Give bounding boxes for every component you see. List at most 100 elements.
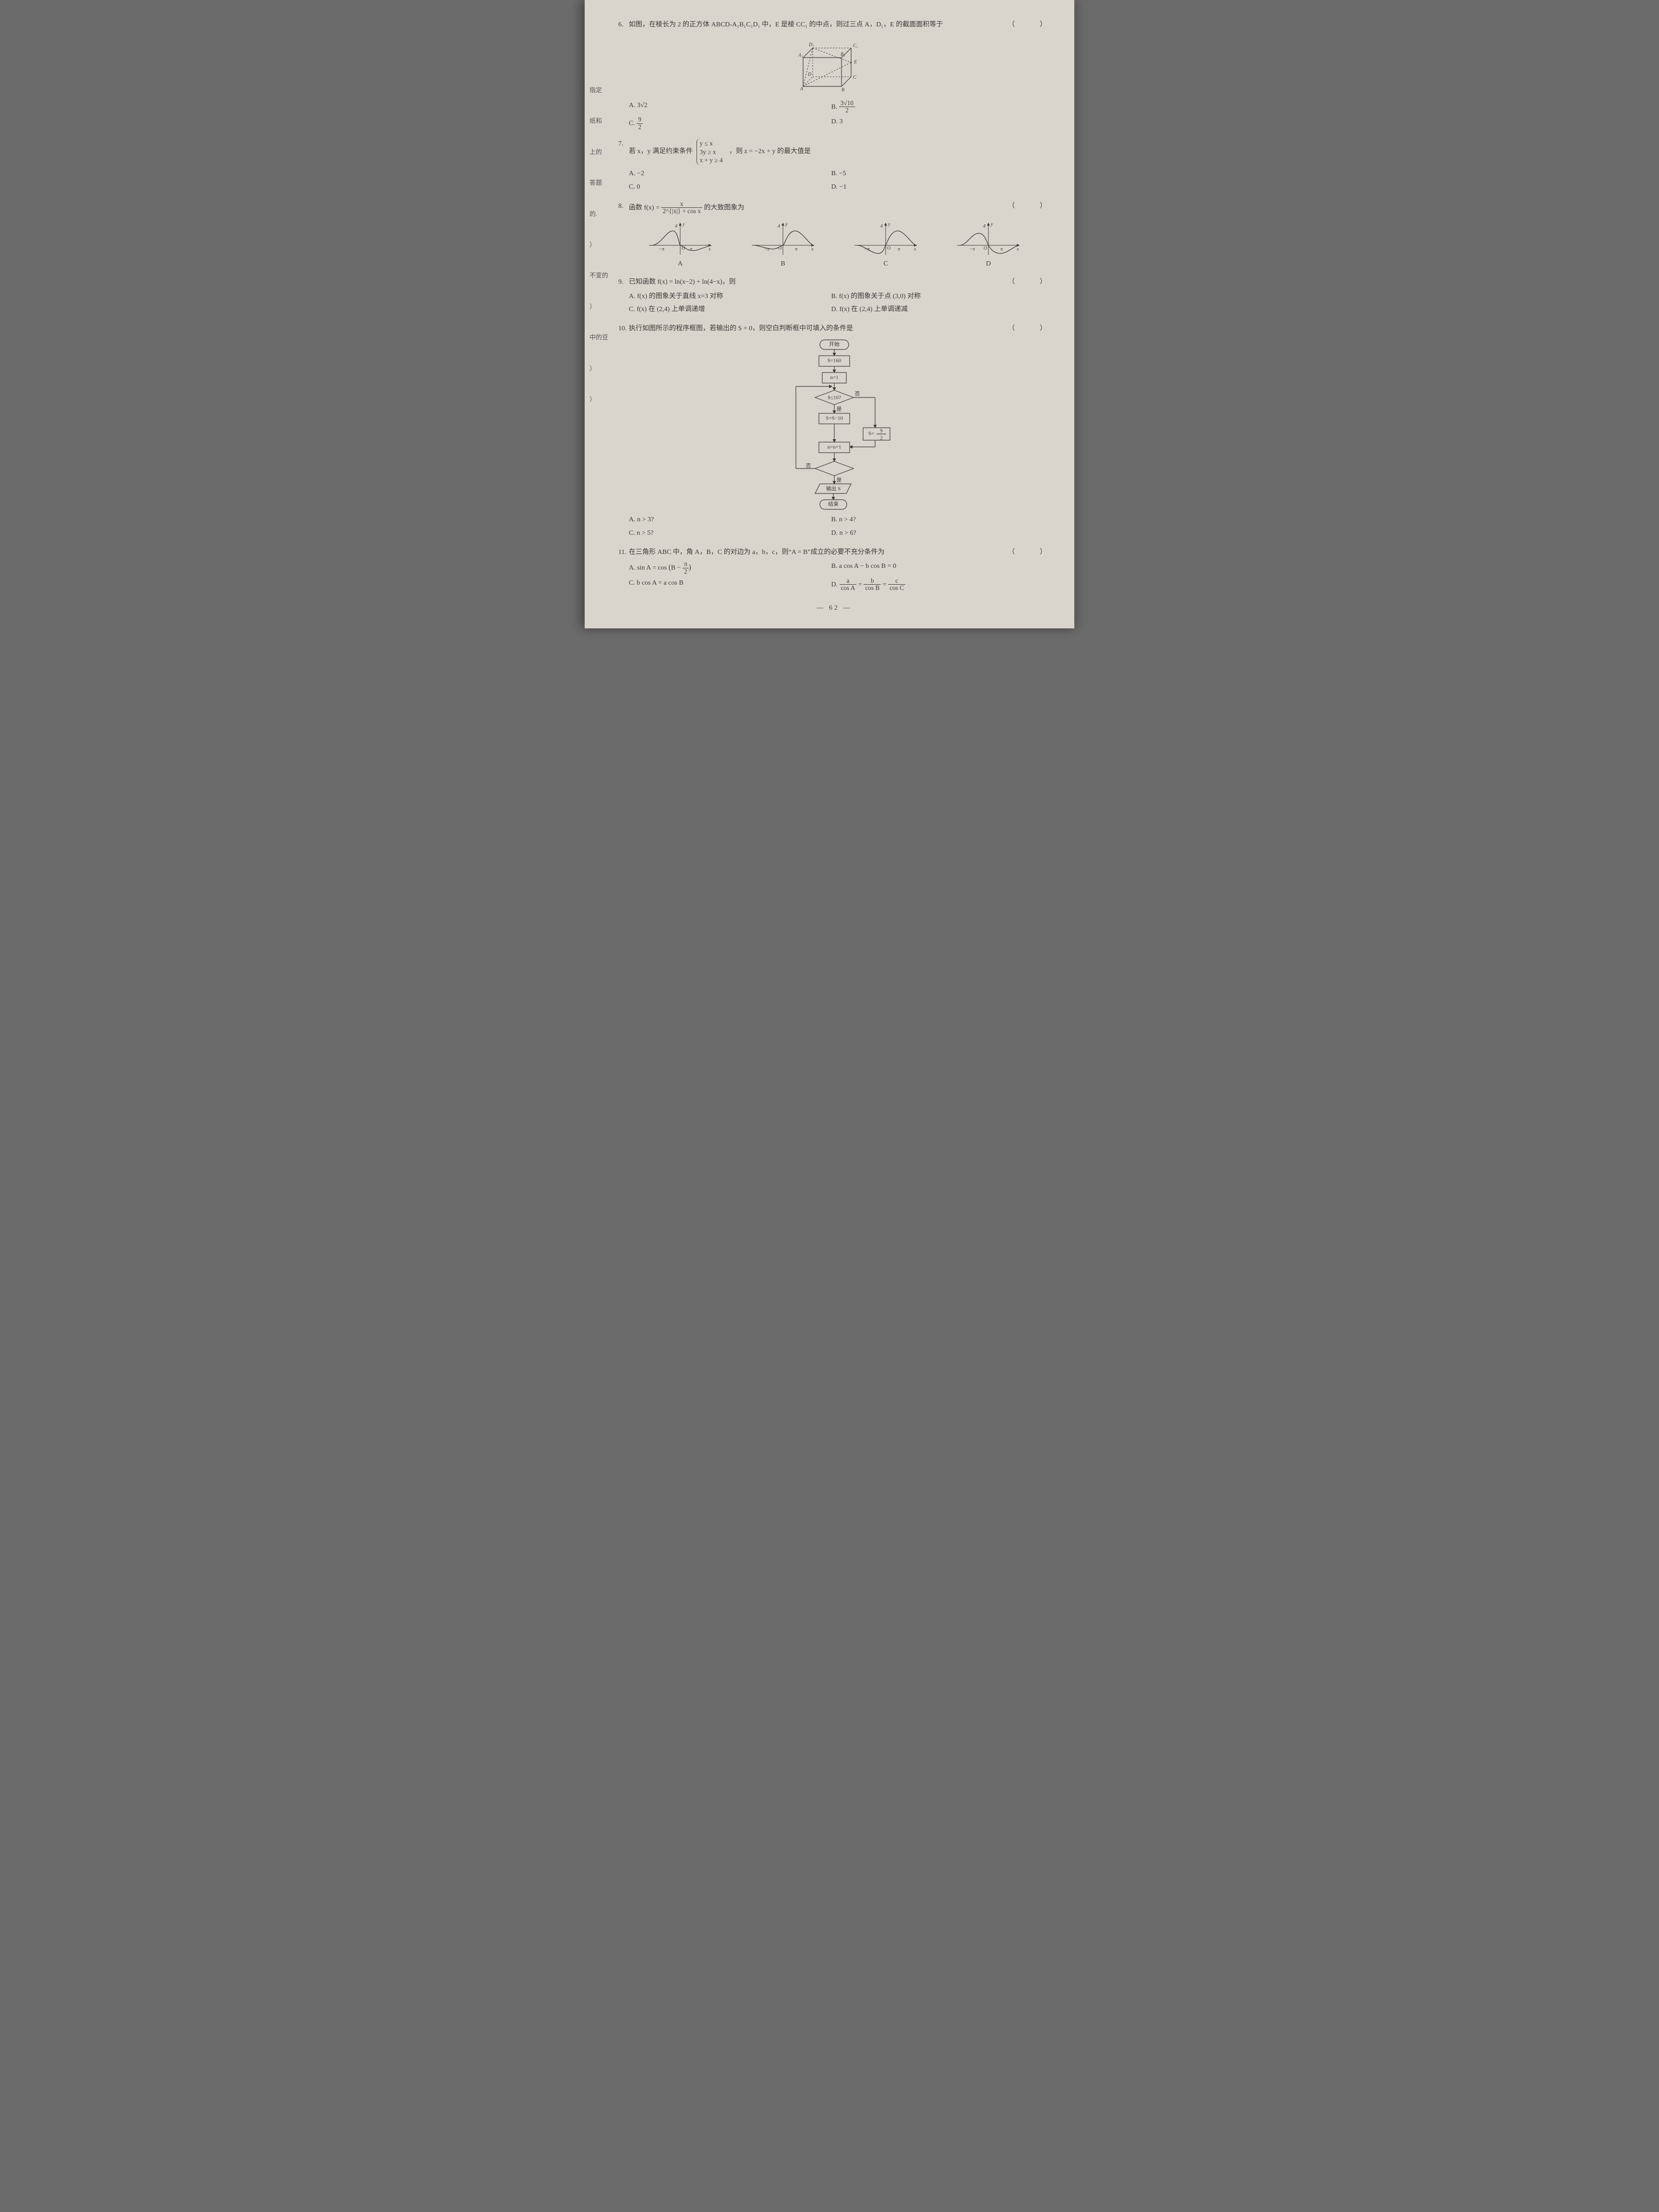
answer-blank: （ ）	[1008, 276, 1050, 288]
svg-text:否: 否	[806, 463, 811, 469]
question-number: 11.	[618, 547, 629, 558]
svg-text:O: O	[984, 246, 987, 251]
svg-text:π: π	[898, 247, 901, 252]
question-8: 8. 函数 f(x) = x2^{|x|} + cos x 的大致图象为 （ ）…	[618, 201, 1050, 270]
svg-text:x: x	[811, 247, 814, 252]
question-11: 11. 在三角形 ABC 中，角 A，B，C 的对边为 a，b，c，则“A = …	[618, 547, 1050, 593]
svg-text:D₁: D₁	[808, 42, 814, 48]
svg-text:S≤10?: S≤10?	[828, 395, 841, 401]
svg-text:2: 2	[880, 435, 883, 441]
svg-text:B: B	[842, 87, 844, 93]
margin-fragment: 纸和	[589, 112, 609, 130]
svg-text:y: y	[990, 222, 993, 227]
question-number: 7.	[618, 138, 629, 150]
cube-svg: A B C D A₁ B₁ C₁ D₁ E	[793, 34, 875, 96]
svg-text:结束: 结束	[828, 501, 839, 507]
option-B: B. −5	[831, 167, 1033, 180]
flowchart-svg: 开始 S=160 n=1 S≤10? 否 是 S=S−10	[767, 337, 902, 510]
option-C: C. n > 5?	[629, 527, 831, 540]
graph-C: y x 4 −π π O C	[834, 219, 937, 270]
svg-text:开始: 开始	[829, 341, 840, 348]
graph-A: y x 4 −π π O A	[629, 219, 732, 270]
margin-fragment: 答题	[589, 174, 609, 192]
svg-text:y: y	[682, 222, 685, 227]
question-10: 10. 执行如图所示的程序框图，若输出的 S = 0，则空白判断框中可填入的条件…	[618, 323, 1050, 540]
svg-text:D: D	[807, 72, 812, 77]
option-B: B. 3√102	[831, 99, 1033, 115]
svg-text:x: x	[1016, 247, 1019, 252]
svg-text:π: π	[1000, 247, 1003, 252]
left-margin-fragments: 指定 纸和 上的 答题 的. ） 不变的 ） 中的豆 ） ）	[589, 82, 609, 421]
graph-label: D	[937, 258, 1040, 270]
margin-fragment: ）	[589, 391, 609, 408]
graph-label: C	[834, 258, 937, 270]
option-C: C. f(x) 在 (2,4) 上单调递增	[629, 303, 831, 316]
option-A: A. n > 3?	[629, 513, 831, 527]
svg-text:S: S	[880, 428, 883, 434]
margin-fragment: ）	[589, 236, 609, 253]
svg-text:x: x	[914, 247, 916, 252]
svg-text:B₁: B₁	[841, 52, 845, 57]
svg-text:O: O	[682, 246, 685, 251]
svg-text:S=: S=	[868, 431, 874, 437]
page-number: — 62 —	[618, 602, 1050, 614]
option-B: B. f(x) 的图象关于点 (3,0) 对称	[831, 290, 1033, 303]
svg-text:O: O	[887, 246, 890, 251]
question-text: 已知函数 f(x) = ln(x−2) + ln(4−x)，则 （ ）	[629, 276, 1050, 288]
option-D: D. acos A = bcos B = ccos C	[831, 577, 1033, 593]
svg-text:n=n+1: n=n+1	[828, 445, 842, 450]
svg-text:π: π	[690, 247, 693, 252]
margin-fragment: ）	[589, 298, 609, 315]
svg-text:y: y	[888, 222, 890, 227]
exam-page: 指定 纸和 上的 答题 的. ） 不变的 ） 中的豆 ） ） 6. 如图，在棱长…	[585, 0, 1074, 628]
question-text: 如图，在棱长为 2 的正方体 ABCD-A₁B₁C₁D₁ 中，E 是棱 CC₁ …	[629, 19, 1050, 31]
answer-blank: （ ）	[1008, 323, 1050, 335]
option-B: B. a cos A − b cos B = 0	[831, 560, 1033, 576]
option-A: A. −2	[629, 167, 831, 180]
graph-label: A	[629, 258, 732, 270]
question-9: 9. 已知函数 f(x) = ln(x−2) + ln(4−x)，则 （ ） A…	[618, 276, 1050, 316]
question-6: 6. 如图，在棱长为 2 的正方体 ABCD-A₁B₁C₁D₁ 中，E 是棱 C…	[618, 19, 1050, 132]
svg-text:是: 是	[837, 406, 842, 412]
margin-fragment: 中的豆	[589, 329, 609, 346]
question-text: 在三角形 ABC 中，角 A，B，C 的对边为 a，b，c，则“A = B”成立…	[629, 547, 1050, 558]
svg-text:4: 4	[983, 224, 986, 229]
svg-text:π: π	[795, 247, 798, 252]
svg-text:A₁: A₁	[798, 53, 803, 58]
svg-text:S=160: S=160	[828, 358, 842, 364]
option-D: D. 3	[831, 115, 1033, 132]
svg-text:n=1: n=1	[830, 375, 838, 381]
question-text: 函数 f(x) = x2^{|x|} + cos x 的大致图象为 （ ）	[629, 201, 1050, 215]
margin-fragment: ）	[589, 360, 609, 377]
question-text: 执行如图所示的程序框图，若输出的 S = 0，则空白判断框中可填入的条件是 （ …	[629, 323, 1050, 335]
margin-fragment: 的.	[589, 205, 609, 223]
margin-fragment: 指定	[589, 82, 609, 99]
svg-text:E: E	[854, 60, 857, 65]
cube-figure: A B C D A₁ B₁ C₁ D₁ E	[618, 34, 1050, 96]
answer-blank: （ ）	[1008, 19, 1050, 31]
svg-text:S=S−10: S=S−10	[826, 416, 843, 421]
question-number: 10.	[618, 323, 629, 335]
graph-options-row: y x 4 −π π O A y x 4 −π π	[629, 219, 1040, 270]
graph-D: y x 4 −π π O D	[937, 219, 1040, 270]
svg-text:4: 4	[778, 224, 780, 229]
option-B: B. n > 4?	[831, 513, 1033, 527]
svg-text:4: 4	[880, 224, 883, 229]
question-number: 9.	[618, 276, 629, 288]
svg-text:是: 是	[837, 477, 842, 483]
option-A: A. sin A = cos (B − π2)	[629, 560, 831, 576]
question-number: 8.	[618, 201, 629, 212]
answer-blank: （ ）	[1008, 547, 1050, 558]
option-A: A. 3√2	[629, 99, 831, 115]
graph-B: y x 4 −π π O B	[732, 219, 834, 270]
svg-text:y: y	[785, 222, 788, 227]
margin-fragment: 上的	[589, 144, 609, 161]
margin-fragment: 不变的	[589, 267, 609, 284]
constraint-brace: y ≤ x 3y ≥ x x + y ≥ 4	[697, 138, 726, 165]
svg-text:−π: −π	[659, 247, 665, 252]
option-A: A. f(x) 的图象关于直线 x=3 对称	[629, 290, 831, 303]
question-7: 7. 若 x，y 满足约束条件 y ≤ x 3y ≥ x x + y ≥ 4 ，…	[618, 138, 1050, 193]
graph-label: B	[732, 258, 834, 270]
svg-text:−π: −π	[969, 247, 975, 252]
option-D: D. −1	[831, 180, 1033, 194]
